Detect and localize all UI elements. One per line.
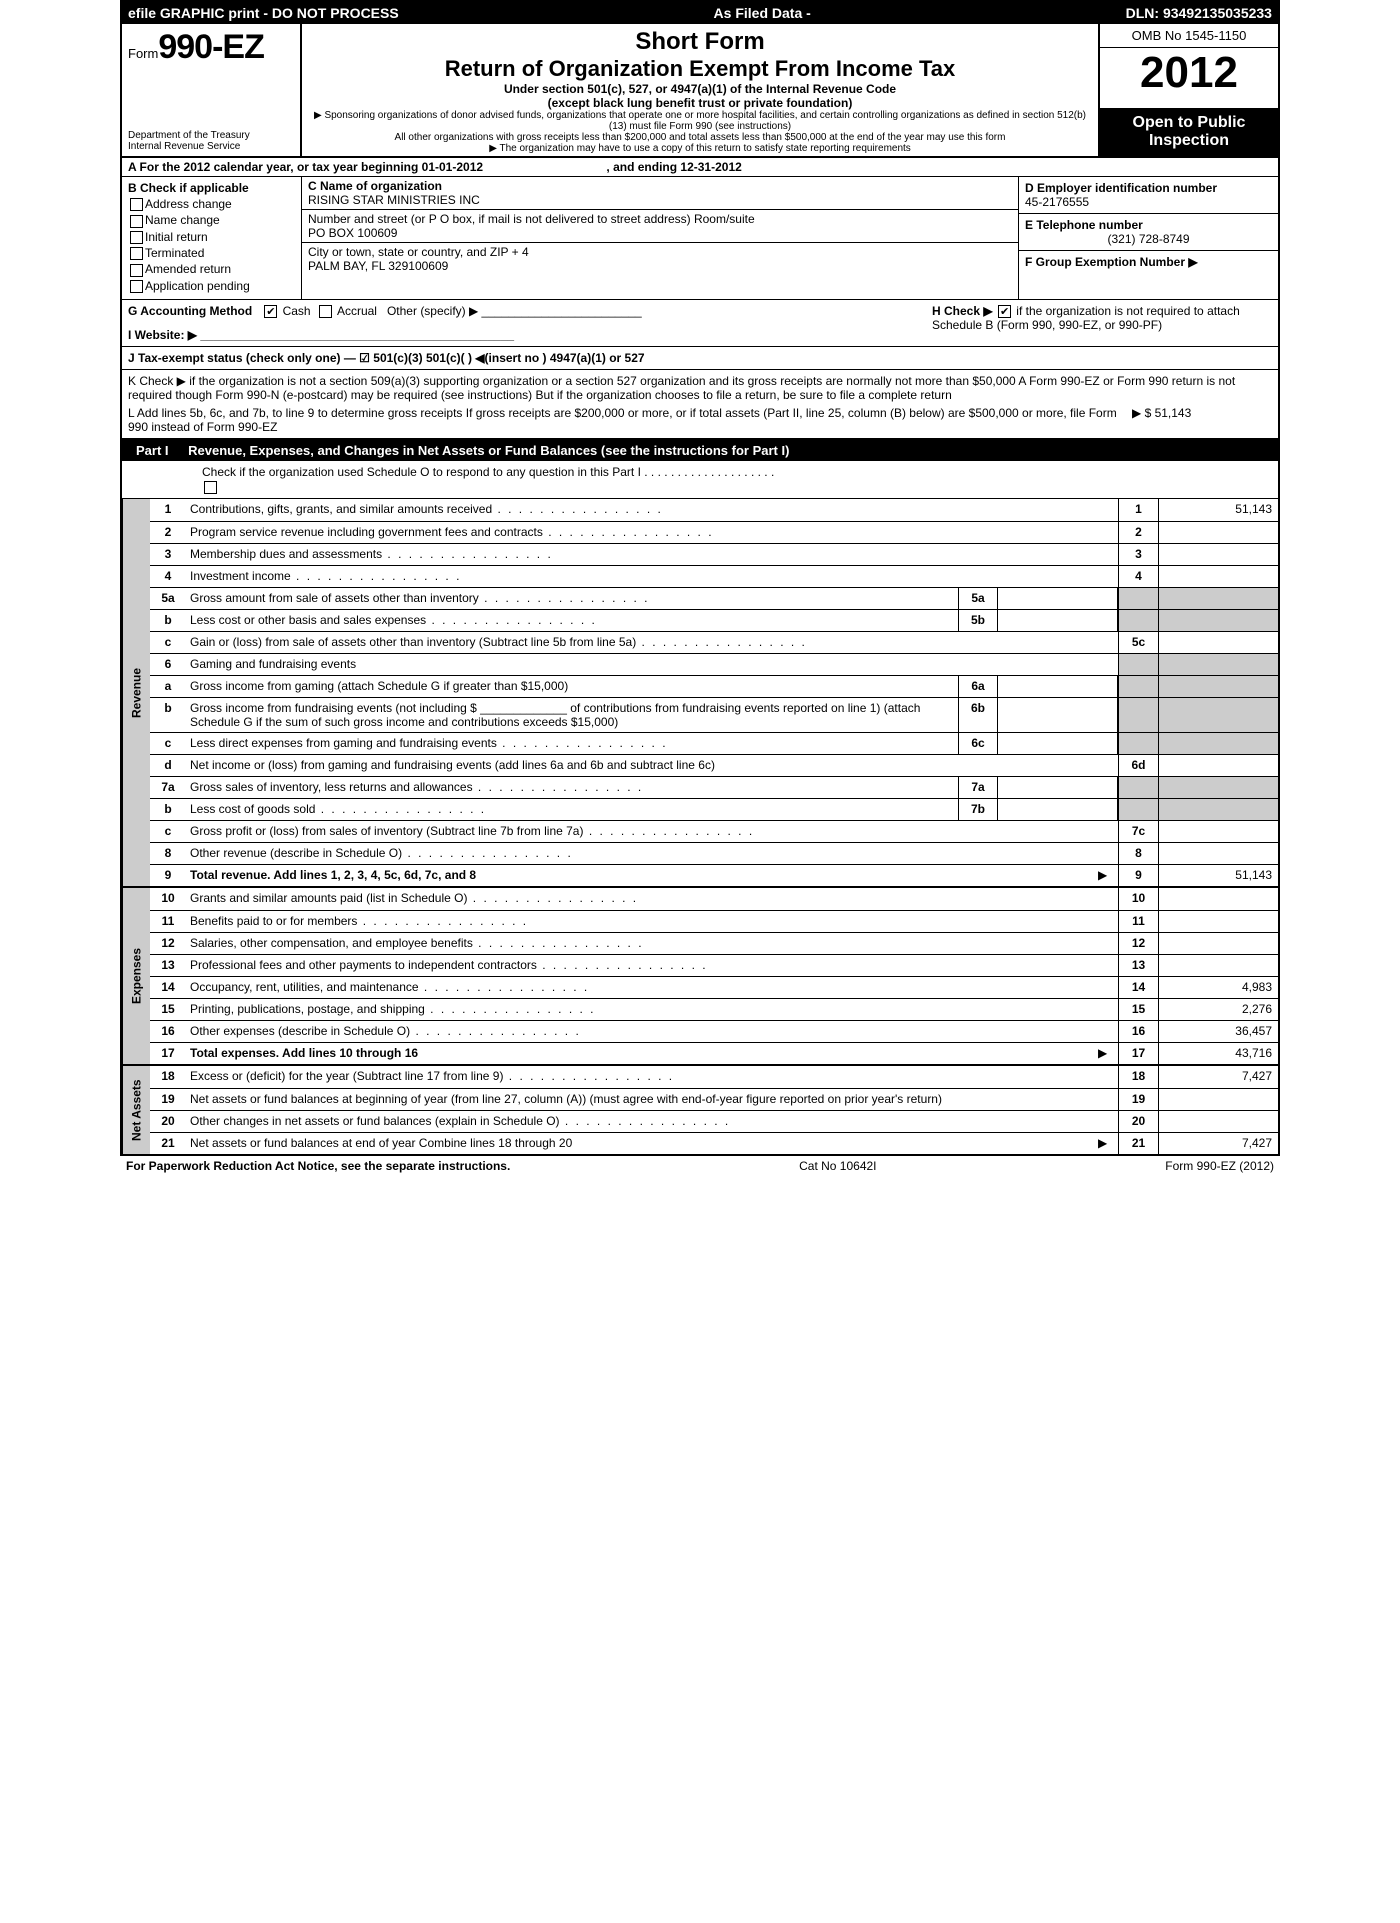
c-addr: PO BOX 100609 [308, 226, 1012, 240]
row-a-ending: , and ending 12-31-2012 [606, 160, 741, 174]
cb-initial: Initial return [128, 230, 295, 244]
c-city-label: City or town, state or country, and ZIP … [308, 245, 1012, 259]
checkbox-icon[interactable] [130, 264, 143, 277]
row-ghi: G Accounting Method Cash Accrual Other (… [122, 300, 1278, 347]
cb-terminated: Terminated [128, 246, 295, 260]
cb-pending: Application pending [128, 279, 295, 293]
f-label: F Group Exemption Number ▶ [1025, 255, 1198, 269]
d-val: 45-2176555 [1025, 195, 1272, 209]
e-val: (321) 728-8749 [1025, 232, 1272, 246]
c-addr-label: Number and street (or P O box, if mail i… [308, 212, 1012, 226]
c-city-row: City or town, state or country, and ZIP … [302, 243, 1018, 275]
footer-right: Form 990-EZ (2012) [1165, 1159, 1274, 1173]
cb-address: Address change [128, 197, 295, 211]
header-row: Form990-EZ Department of the Treasury In… [122, 24, 1278, 158]
cb-amended: Amended return [128, 262, 295, 276]
omb: OMB No 1545-1150 [1100, 24, 1278, 48]
topbar-left: efile GRAPHIC print - DO NOT PROCESS [128, 5, 399, 21]
d-row: D Employer identification number 45-2176… [1019, 177, 1278, 214]
col-de: D Employer identification number 45-2176… [1018, 177, 1278, 299]
note2: All other organizations with gross recei… [312, 132, 1088, 143]
row-j: J Tax-exempt status (check only one) — ☑… [122, 347, 1278, 370]
sub2: (except black lung benefit trust or priv… [312, 96, 1088, 110]
title2: Return of Organization Exempt From Incom… [312, 56, 1088, 82]
side-revenue: Revenue [122, 499, 150, 886]
header-center: Short Form Return of Organization Exempt… [302, 24, 1098, 156]
part-i-rows: Revenue 1Contributions, gifts, grants, a… [122, 499, 1278, 1154]
note3: ▶ The organization may have to use a cop… [312, 143, 1088, 154]
part-i-label: Part I [128, 441, 177, 460]
d-label: D Employer identification number [1025, 181, 1272, 195]
tax-year: 2012 [1100, 48, 1278, 108]
top-bar: efile GRAPHIC print - DO NOT PROCESS As … [122, 2, 1278, 24]
part-i-header: Part I Revenue, Expenses, and Changes in… [122, 440, 1278, 461]
i-website: I Website: ▶ ___________________________… [128, 328, 932, 342]
col-b: B Check if applicable Address change Nam… [122, 177, 302, 299]
dept1: Department of the Treasury [128, 130, 294, 141]
checkbox-accrual-icon[interactable] [319, 305, 332, 318]
dept: Department of the Treasury Internal Reve… [128, 130, 294, 152]
e-label: E Telephone number [1025, 218, 1272, 232]
form-prefix: Form [128, 46, 158, 61]
header-left: Form990-EZ Department of the Treasury In… [122, 24, 302, 156]
dept2: Internal Revenue Service [128, 141, 294, 152]
block-kl: K Check ▶ if the organization is not a s… [122, 370, 1278, 440]
checkbox-icon[interactable] [130, 247, 143, 260]
header-right: OMB No 1545-1150 2012 Open to Public Ins… [1098, 24, 1278, 156]
c-addr-row: Number and street (or P O box, if mail i… [302, 210, 1018, 243]
c-city: PALM BAY, FL 329100609 [308, 259, 1012, 273]
h-block: H Check ▶ if the organization is not req… [932, 304, 1272, 342]
g-label: G Accounting Method [128, 304, 252, 318]
part-i-sub: Check if the organization used Schedule … [122, 461, 1278, 498]
checkbox-icon[interactable] [130, 231, 143, 244]
form-990ez: efile GRAPHIC print - DO NOT PROCESS As … [120, 0, 1280, 1156]
f-row: F Group Exemption Number ▶ [1019, 251, 1278, 273]
checkbox-icon[interactable] [130, 280, 143, 293]
topbar-right: DLN: 93492135035233 [1126, 5, 1272, 21]
form-num-big: 990-EZ [158, 28, 264, 66]
checkbox-icon[interactable] [130, 215, 143, 228]
sub1: Under section 501(c), 527, or 4947(a)(1)… [312, 82, 1088, 96]
footer-mid: Cat No 10642I [799, 1159, 876, 1173]
form-number: Form990-EZ [128, 28, 294, 67]
c-name-row: C Name of organization RISING STAR MINIS… [302, 177, 1018, 210]
checkbox-icon[interactable] [130, 198, 143, 211]
checkbox-cash-icon[interactable] [264, 305, 277, 318]
footer-left: For Paperwork Reduction Act Notice, see … [126, 1159, 510, 1173]
block-k: K Check ▶ if the organization is not a s… [128, 374, 1272, 402]
col-b-title: B Check if applicable [128, 181, 295, 195]
side-expenses: Expenses [122, 888, 150, 1064]
row-a: A For the 2012 calendar year, or tax yea… [122, 158, 1278, 177]
topbar-mid: As Filed Data - [714, 5, 811, 21]
c-name: RISING STAR MINISTRIES INC [308, 193, 1012, 207]
section-bc: B Check if applicable Address change Nam… [122, 177, 1278, 300]
e-row: E Telephone number (321) 728-8749 [1019, 214, 1278, 251]
checkbox-h-icon[interactable] [998, 305, 1011, 318]
footer: For Paperwork Reduction Act Notice, see … [120, 1156, 1280, 1176]
title1: Short Form [312, 28, 1088, 56]
block-l: L Add lines 5b, 6c, and 7b, to line 9 to… [128, 406, 1132, 434]
col-c: C Name of organization RISING STAR MINIS… [302, 177, 1018, 299]
row-a-text: A For the 2012 calendar year, or tax yea… [128, 160, 483, 174]
side-netassets: Net Assets [122, 1066, 150, 1154]
c-name-label: C Name of organization [308, 179, 1012, 193]
cb-name: Name change [128, 213, 295, 227]
block-l-val: ▶ $ 51,143 [1132, 406, 1272, 434]
part-i-title: Revenue, Expenses, and Changes in Net As… [188, 443, 789, 458]
open-public: Open to Public Inspection [1100, 108, 1278, 156]
note1: ▶ Sponsoring organizations of donor advi… [312, 110, 1088, 132]
checkbox-schedo-icon[interactable] [204, 481, 217, 494]
